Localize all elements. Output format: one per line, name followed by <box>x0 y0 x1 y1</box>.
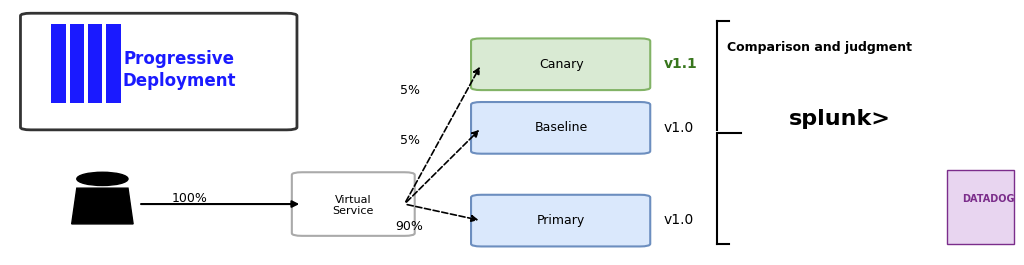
Text: Primary: Primary <box>537 214 586 227</box>
Text: Virtual
Service: Virtual Service <box>333 195 374 216</box>
Text: 90%: 90% <box>395 220 424 233</box>
FancyBboxPatch shape <box>20 13 297 130</box>
FancyBboxPatch shape <box>106 24 121 103</box>
FancyBboxPatch shape <box>51 24 66 103</box>
Text: v1.1: v1.1 <box>664 57 697 71</box>
Text: 5%: 5% <box>399 134 420 147</box>
Text: splunk>: splunk> <box>788 109 891 129</box>
FancyBboxPatch shape <box>471 102 650 154</box>
Text: v1.0: v1.0 <box>664 214 694 227</box>
Text: 100%: 100% <box>171 192 208 205</box>
Text: Canary: Canary <box>539 58 584 71</box>
FancyBboxPatch shape <box>471 195 650 246</box>
Text: DATADOG: DATADOG <box>962 194 1015 204</box>
Text: 5%: 5% <box>399 83 420 97</box>
FancyBboxPatch shape <box>88 24 102 103</box>
Text: Comparison and judgment: Comparison and judgment <box>727 41 911 54</box>
FancyBboxPatch shape <box>947 170 1014 244</box>
Text: v1.0: v1.0 <box>664 121 694 135</box>
Text: Progressive
Deployment: Progressive Deployment <box>123 50 236 90</box>
FancyBboxPatch shape <box>292 172 415 236</box>
FancyBboxPatch shape <box>70 24 84 103</box>
Polygon shape <box>72 188 133 224</box>
Text: Baseline: Baseline <box>535 121 588 134</box>
FancyBboxPatch shape <box>471 38 650 90</box>
Circle shape <box>77 172 128 185</box>
